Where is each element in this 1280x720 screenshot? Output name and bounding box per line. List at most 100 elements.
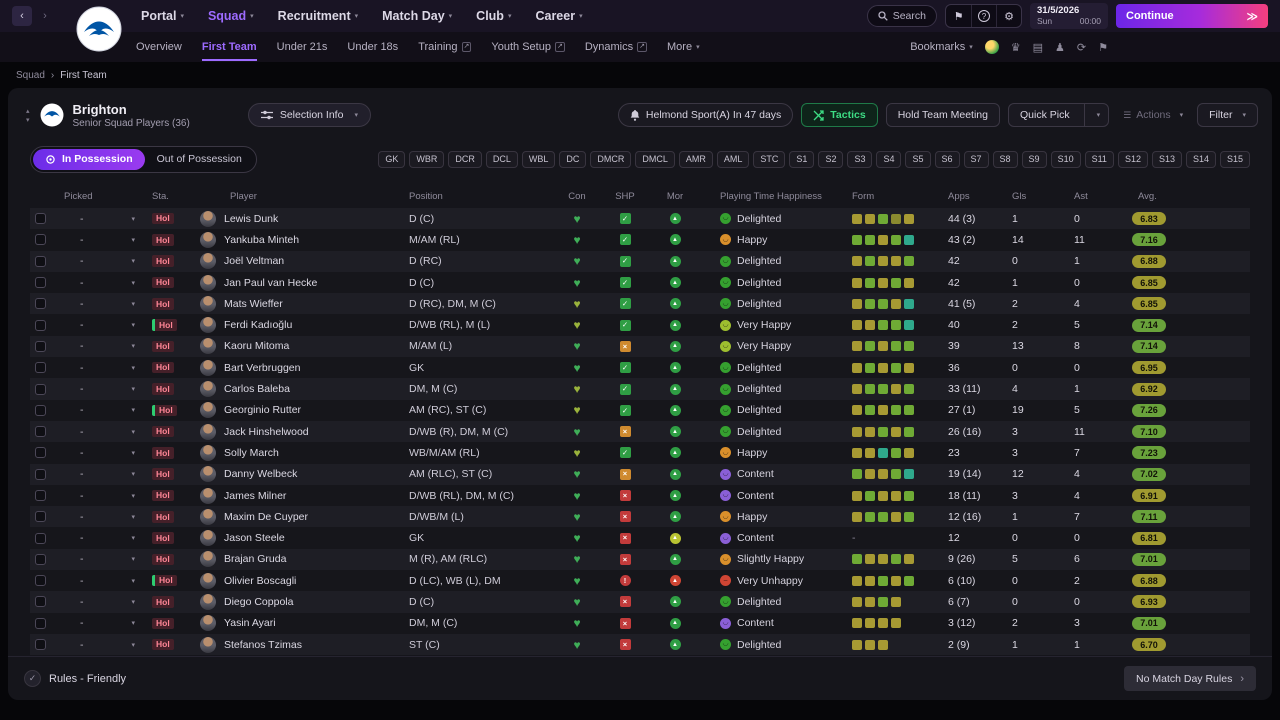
position-chip-gk[interactable]: GK	[378, 151, 405, 168]
picked-dropdown[interactable]: -▾	[50, 378, 144, 399]
table-row[interactable]: -▾ Hol Mats Wieffer D (RC), DM, M (C) ♥ …	[30, 293, 1250, 314]
club-crest-logo[interactable]	[76, 6, 122, 52]
table-row[interactable]: -▾ Hol Yasin Ayari DM, M (C) ♥ × ▲ ◡Cont…	[30, 613, 1250, 634]
picked-dropdown[interactable]: -▾	[50, 485, 144, 506]
nav-portal[interactable]: Portal▾	[141, 9, 184, 23]
tab-out-of-possession[interactable]: Out of Possession	[145, 149, 254, 170]
collapse-controls[interactable]: ▴ ▾	[26, 107, 30, 124]
table-row[interactable]: -▾ Hol Brajan Gruda M (R), AM (RLC) ♥ × …	[30, 549, 1250, 570]
picked-dropdown[interactable]: -▾	[50, 464, 144, 485]
position-chip-dcr[interactable]: DCR	[448, 151, 482, 168]
picked-dropdown[interactable]: -▾	[50, 442, 144, 463]
nav-recruitment[interactable]: Recruitment▾	[278, 9, 358, 23]
col-gls[interactable]: Gls	[1004, 191, 1066, 202]
col-con[interactable]: Con	[554, 191, 600, 202]
picked-dropdown[interactable]: -▾	[50, 229, 144, 250]
picked-dropdown[interactable]: -▾	[50, 527, 144, 548]
table-row[interactable]: -▾ Hol Danny Welbeck AM (RLC), ST (C) ♥ …	[30, 464, 1250, 485]
row-checkbox[interactable]	[35, 320, 46, 331]
picked-dropdown[interactable]: -▾	[50, 400, 144, 421]
tab-under-21s[interactable]: Under 21s	[277, 37, 328, 57]
trophy-icon[interactable]: ♛	[1011, 41, 1021, 54]
player-name[interactable]: Ferdi Kadıoğlu	[224, 319, 292, 331]
player-name[interactable]: Carlos Baleba	[224, 383, 290, 395]
flag-icon[interactable]: ⚑	[946, 5, 971, 27]
player-name[interactable]: Diego Coppola	[224, 596, 293, 608]
table-row[interactable]: -▾ Hol Ferdi Kadıoğlu D/WB (RL), M (L) ♥…	[30, 314, 1250, 335]
position-chip-s10[interactable]: S10	[1051, 151, 1081, 168]
row-checkbox[interactable]	[35, 426, 46, 437]
row-checkbox[interactable]	[35, 447, 46, 458]
tactics-button[interactable]: Tactics	[801, 103, 877, 127]
player-name[interactable]: Kaoru Mitoma	[224, 340, 289, 352]
col-shp[interactable]: SHP	[600, 191, 650, 202]
table-row[interactable]: -▾ Hol Carlos Baleba DM, M (C) ♥ ✓ ▲ ◡De…	[30, 378, 1250, 399]
row-checkbox[interactable]	[35, 596, 46, 607]
col-form[interactable]: Form	[846, 191, 942, 202]
breadcrumb-parent[interactable]: Squad	[16, 70, 45, 81]
tab-first-team[interactable]: First Team	[202, 37, 257, 57]
picked-dropdown[interactable]: -▾	[50, 421, 144, 442]
tab-youth-setup[interactable]: Youth Setup↗	[491, 37, 564, 57]
picked-dropdown[interactable]: -▾	[50, 634, 144, 655]
table-row[interactable]: -▾ Hol Bart Verbruggen GK ♥ ✓ ▲ ◡Delight…	[30, 357, 1250, 378]
player-name[interactable]: Yankuba Minteh	[224, 234, 299, 246]
pennant-icon[interactable]: ⚑	[1098, 41, 1108, 54]
row-checkbox[interactable]	[35, 213, 46, 224]
picked-dropdown[interactable]: -▾	[50, 314, 144, 335]
forward-button[interactable]: ›	[35, 6, 55, 26]
refresh-icon[interactable]: ⟳	[1077, 41, 1086, 54]
table-row[interactable]: -▾ Hol James Milner D/WB (RL), DM, M (C)…	[30, 485, 1250, 506]
notes-icon[interactable]: ▤	[1033, 41, 1043, 54]
player-name[interactable]: James Milner	[224, 490, 286, 502]
tab-overview[interactable]: Overview	[136, 37, 182, 57]
tab-training[interactable]: Training↗	[418, 37, 471, 57]
nav-career[interactable]: Career▾	[535, 9, 582, 23]
row-checkbox[interactable]	[35, 277, 46, 288]
player-name[interactable]: Jan Paul van Hecke	[224, 277, 317, 289]
no-match-day-rules-button[interactable]: No Match Day Rules ›	[1124, 666, 1256, 691]
col-position[interactable]: Position	[404, 191, 554, 202]
position-chip-dcl[interactable]: DCL	[486, 151, 518, 168]
position-chip-s8[interactable]: S8	[993, 151, 1018, 168]
player-name[interactable]: Mats Wieffer	[224, 298, 283, 310]
player-name[interactable]: Yasin Ayari	[224, 617, 276, 629]
col-apps[interactable]: Apps	[942, 191, 1004, 202]
picked-dropdown[interactable]: -▾	[50, 591, 144, 612]
table-row[interactable]: -▾ Hol Stefanos Tzimas ST (C) ♥ × ▲ ◡Del…	[30, 634, 1250, 655]
row-checkbox[interactable]	[35, 341, 46, 352]
position-chip-s5[interactable]: S5	[905, 151, 930, 168]
row-checkbox[interactable]	[35, 639, 46, 650]
col-avg[interactable]: Avg.	[1124, 191, 1204, 202]
position-chip-aml[interactable]: AML	[717, 151, 750, 168]
search-box[interactable]: Search	[867, 5, 937, 27]
row-checkbox[interactable]	[35, 256, 46, 267]
row-checkbox[interactable]	[35, 511, 46, 522]
next-match-button[interactable]: Helmond Sport(A) In 47 days	[618, 103, 793, 127]
bookmarks-dropdown[interactable]: Bookmarks▾	[910, 41, 973, 53]
back-button[interactable]: ‹	[12, 6, 32, 26]
player-name[interactable]: Joël Veltman	[224, 255, 284, 267]
col-happiness[interactable]: Playing Time Happiness	[700, 191, 846, 202]
position-chip-dmcl[interactable]: DMCL	[635, 151, 675, 168]
position-chip-s1[interactable]: S1	[789, 151, 814, 168]
picked-dropdown[interactable]: -▾	[50, 506, 144, 527]
position-chip-s15[interactable]: S15	[1220, 151, 1250, 168]
position-chip-wbl[interactable]: WBL	[522, 151, 556, 168]
position-chip-stc[interactable]: STC	[753, 151, 785, 168]
row-checkbox[interactable]	[35, 575, 46, 586]
player-name[interactable]: Jason Steele	[224, 532, 285, 544]
player-name[interactable]: Solly March	[224, 447, 279, 459]
player-name[interactable]: Bart Verbruggen	[224, 362, 300, 374]
position-chip-s13[interactable]: S13	[1152, 151, 1182, 168]
player-name[interactable]: Brajan Gruda	[224, 553, 286, 565]
row-checkbox[interactable]	[35, 384, 46, 395]
row-checkbox[interactable]	[35, 490, 46, 501]
picked-dropdown[interactable]: -▾	[50, 293, 144, 314]
nav-match-day[interactable]: Match Day▾	[382, 9, 452, 23]
actions-button[interactable]: ☰ Actions ▾	[1117, 109, 1189, 121]
col-mor[interactable]: Mor	[650, 191, 700, 202]
table-row[interactable]: -▾ Hol Lewis Dunk D (C) ♥ ✓ ▲ ◡Delighted…	[30, 208, 1250, 229]
picked-dropdown[interactable]: -▾	[50, 357, 144, 378]
table-row[interactable]: -▾ Hol Yankuba Minteh M/AM (RL) ♥ ✓ ▲ ◡H…	[30, 229, 1250, 250]
